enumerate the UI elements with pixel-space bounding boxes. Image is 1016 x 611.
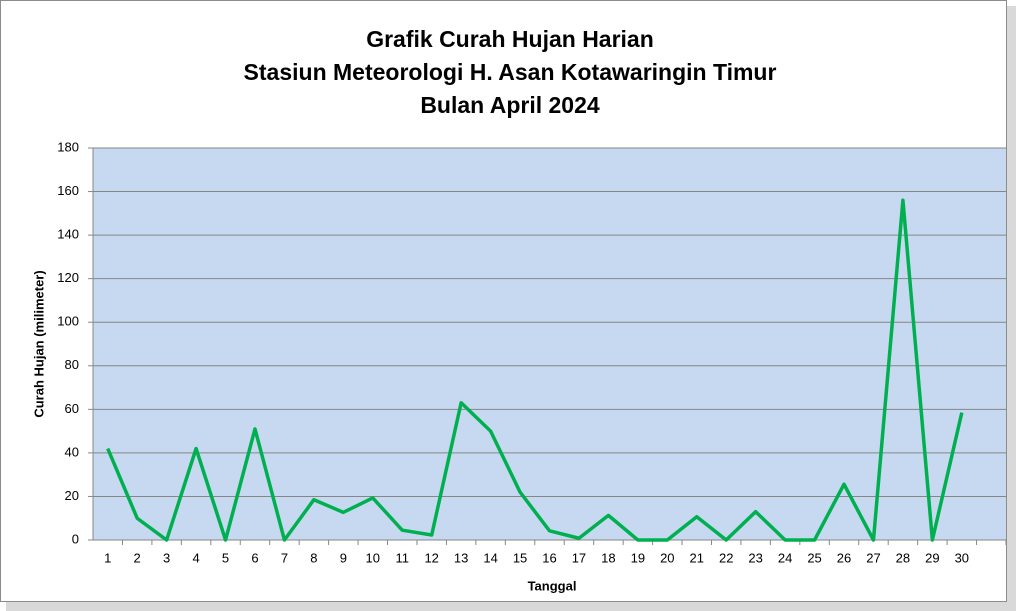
x-tick-label: 25: [807, 550, 821, 565]
plot-area: [93, 148, 1006, 540]
chart-title: Bulan April 2024: [420, 92, 600, 118]
x-tick-label: 20: [660, 550, 674, 565]
y-tick-label: 180: [57, 139, 79, 154]
x-tick-label: 13: [454, 550, 468, 565]
x-tick-label: 22: [719, 550, 733, 565]
chart-title: Stasiun Meteorologi H. Asan Kotawaringin…: [244, 59, 777, 85]
x-tick-label: 19: [631, 550, 645, 565]
y-tick-label: 120: [57, 270, 79, 285]
x-tick-label: 4: [192, 550, 199, 565]
x-tick-label: 30: [955, 550, 969, 565]
x-tick-label: 12: [424, 550, 438, 565]
x-tick-label: 18: [601, 550, 615, 565]
x-tick-label: 14: [483, 550, 497, 565]
y-tick-label: 0: [72, 531, 79, 546]
x-tick-label: 5: [222, 550, 229, 565]
x-axis-label: Tanggal: [528, 578, 577, 593]
x-tick-label: 9: [340, 550, 347, 565]
x-tick-label: 28: [896, 550, 910, 565]
shadow: [6, 602, 1016, 611]
x-tick-label: 16: [542, 550, 556, 565]
x-tick-label: 26: [837, 550, 851, 565]
x-tick-label: 17: [572, 550, 586, 565]
x-tick-label: 7: [281, 550, 288, 565]
x-tick-label: 2: [134, 550, 141, 565]
y-axis-label: Curah Hujan (milimeter): [31, 270, 46, 417]
x-tick-label: 24: [778, 550, 792, 565]
x-tick-label: 29: [925, 550, 939, 565]
x-tick-label: 8: [310, 550, 317, 565]
y-tick-label: 80: [65, 357, 79, 372]
x-tick-label: 11: [395, 550, 409, 565]
x-tick-label: 1: [104, 550, 111, 565]
x-tick-label: 27: [866, 550, 880, 565]
y-tick-label: 140: [57, 227, 79, 242]
y-tick-label: 20: [65, 488, 79, 503]
x-tick-label: 21: [690, 550, 704, 565]
y-tick-label: 60: [65, 401, 79, 416]
x-tick-label: 15: [513, 550, 527, 565]
x-tick-label: 23: [748, 550, 762, 565]
x-tick-label: 6: [251, 550, 258, 565]
x-tick-label: 3: [163, 550, 170, 565]
shadow: [1007, 6, 1016, 611]
line-series: [106, 198, 964, 542]
y-tick-label: 160: [57, 183, 79, 198]
x-tick-label: 10: [366, 550, 380, 565]
y-tick-label: 40: [65, 444, 79, 459]
y-tick-label: 100: [57, 314, 79, 329]
chart-title: Grafik Curah Hujan Harian: [366, 26, 654, 52]
